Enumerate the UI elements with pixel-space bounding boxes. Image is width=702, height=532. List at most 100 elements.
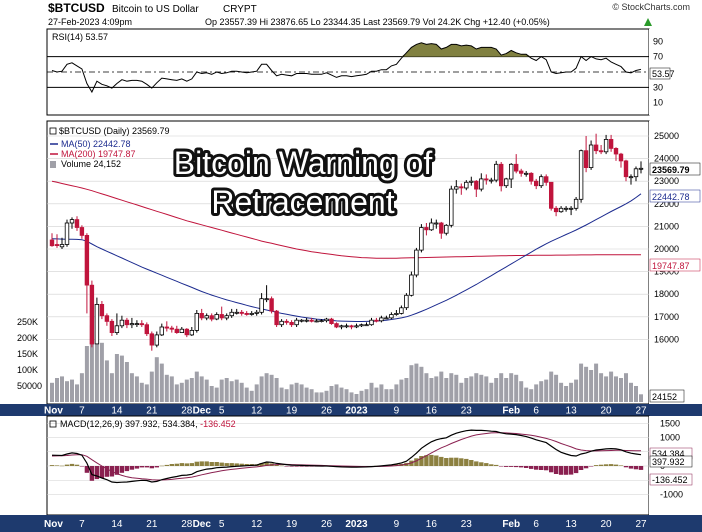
- volume-bar: [60, 376, 64, 402]
- volume-bar: [499, 373, 504, 402]
- macd-histogram-bar: [469, 460, 474, 466]
- candle-body: [164, 326, 169, 329]
- macd-histogram-bar: [474, 461, 479, 466]
- last-price-badge: [649, 162, 701, 176]
- macd-histogram-bar: [464, 458, 469, 466]
- volume-bar: [134, 376, 139, 402]
- macd-grid: [47, 422, 649, 495]
- volume-bar: [554, 374, 559, 402]
- volume-bar: [65, 381, 69, 402]
- candle-body: [469, 180, 474, 183]
- volume-bar: [389, 389, 394, 402]
- volume-bar: [89, 325, 94, 402]
- macd-histogram-bar: [54, 465, 60, 466]
- rsi-tick-label: 10: [653, 98, 663, 108]
- macd-histogram-bar: [299, 466, 304, 467]
- candle-body: [389, 314, 394, 319]
- volume-bar: [374, 387, 379, 402]
- candle-body: [534, 180, 539, 187]
- macd-histogram-bar: [224, 463, 229, 466]
- candle-body: [299, 319, 304, 322]
- candle-body: [269, 298, 274, 312]
- legend-box-price: [49, 127, 57, 135]
- volume-bar: [149, 371, 154, 402]
- macd-histogram-bar: [623, 466, 629, 468]
- volume-bar: [409, 365, 414, 402]
- volume-bar: [289, 384, 294, 402]
- macd-line: [51, 429, 642, 484]
- volume-bar: [79, 373, 84, 402]
- candle-body: [264, 298, 269, 301]
- volume-bar: [634, 386, 638, 402]
- date-axis-label: 19: [286, 519, 298, 530]
- candle-body: [84, 234, 90, 286]
- volume-bar: [109, 373, 114, 402]
- macd-histogram-bar: [214, 462, 219, 466]
- candle-body: [314, 320, 319, 323]
- date-axis-label: 16: [426, 406, 438, 417]
- volume-bar: [569, 382, 574, 402]
- volume-bar: [379, 384, 384, 402]
- volume-bar: [629, 382, 633, 402]
- macd-histogram-bar: [459, 458, 464, 466]
- macd-histogram-bar: [259, 463, 264, 466]
- macd-histogram-bar: [618, 465, 624, 466]
- candle-body: [414, 249, 419, 276]
- macd-histogram-bar: [454, 457, 459, 466]
- candle-body: [633, 168, 639, 178]
- volume-bar: [284, 389, 289, 402]
- macd-histogram-bar: [219, 462, 224, 466]
- macd-histogram-bar: [573, 466, 579, 474]
- macd-histogram-bar: [499, 466, 504, 467]
- macd-histogram-bar: [304, 466, 309, 467]
- candle-body: [179, 328, 184, 334]
- volume-bar: [264, 373, 269, 402]
- candle-body: [444, 224, 449, 234]
- macd-histogram-bar: [104, 466, 110, 477]
- date-axis-label: 2023: [345, 519, 368, 530]
- date-axis-label: Feb: [502, 406, 520, 417]
- volume-bar: [219, 379, 224, 402]
- volume-bar: [179, 382, 184, 402]
- volume-bar: [314, 392, 319, 402]
- candle-body: [114, 325, 120, 333]
- candle-body: [354, 325, 359, 328]
- legend-price: $BTCUSD (Daily) 23569.79: [59, 126, 170, 136]
- candle-body: [309, 319, 314, 322]
- volume-bar: [479, 374, 484, 402]
- candle-body: [419, 227, 424, 251]
- candle-body: [359, 324, 364, 327]
- candle-body: [578, 150, 584, 200]
- candle-body: [124, 319, 130, 326]
- volume-bar: [404, 378, 409, 402]
- candle-body: [618, 153, 624, 162]
- date-axis-label: 7: [79, 406, 85, 417]
- candle-body: [439, 222, 444, 234]
- volume-bar: [104, 360, 109, 402]
- candle-body: [598, 150, 604, 153]
- macd-tick-label: 1500: [660, 418, 680, 428]
- volume-bar: [469, 376, 474, 402]
- candle-body: [149, 333, 154, 346]
- date-axis-bottom: Nov 7 14 21 28 Dec 5 12 19 26 2023 9 16 23 Feb 6 13 20 27: [44, 519, 647, 530]
- macd-histogram-bar: [429, 454, 434, 466]
- candle-body: [184, 328, 189, 336]
- candle-body: [503, 178, 509, 187]
- macd-histogram-bar: [539, 466, 544, 470]
- macd-histogram-bar: [79, 466, 85, 467]
- price-frame: [46, 120, 650, 405]
- macd-signal-value: 534.384: [652, 449, 685, 459]
- price-tick-label: 22000: [654, 199, 679, 209]
- candle-body: [119, 319, 125, 327]
- date-axis-label: 5: [219, 406, 225, 417]
- date-axis-label: 19: [286, 406, 298, 417]
- candle-body: [493, 163, 499, 181]
- volume-tick-label: 50000: [17, 381, 42, 391]
- volume-bar: [424, 373, 429, 402]
- candle-body: [344, 325, 349, 328]
- macd-histogram-bar: [149, 466, 154, 469]
- date-axis-label: 26: [321, 406, 333, 417]
- ma200-badge: [649, 258, 701, 272]
- macd-histogram-bar: [568, 466, 574, 475]
- macd-histogram-bar: [134, 466, 140, 469]
